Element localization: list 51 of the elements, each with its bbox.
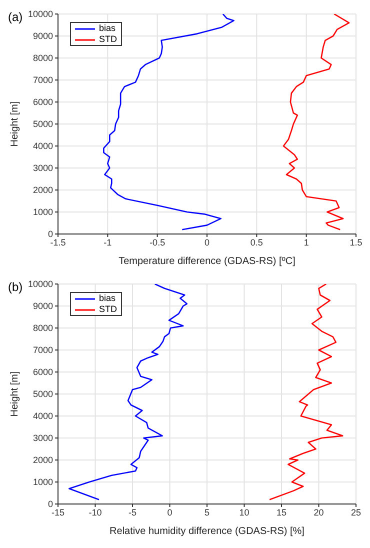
y-tick-label: 7000 bbox=[32, 75, 53, 86]
x-tick-label: -1 bbox=[104, 237, 112, 248]
x-tick-label: -10 bbox=[88, 507, 102, 518]
y-tick-label: 9000 bbox=[32, 31, 53, 42]
legend-label: bias bbox=[99, 293, 116, 304]
y-tick-label: 5000 bbox=[32, 119, 53, 130]
y-tick-label: 8000 bbox=[32, 53, 53, 64]
x-tick-label: 15 bbox=[276, 507, 287, 518]
x-tick-label: -15 bbox=[51, 507, 65, 518]
x-tick-label: 25 bbox=[350, 507, 362, 518]
x-tick-label: 0.5 bbox=[250, 237, 263, 248]
x-tick-label: -0.5 bbox=[150, 237, 166, 248]
y-tick-label: 8000 bbox=[32, 323, 53, 334]
x-axis-title: Temperature difference (GDAS-RS) [ºC] bbox=[118, 256, 296, 267]
y-tick-label: 2000 bbox=[32, 455, 53, 466]
x-tick-label: 10 bbox=[239, 507, 250, 518]
x-tick-label: 5 bbox=[204, 507, 210, 518]
y-tick-label: 9000 bbox=[32, 301, 53, 312]
text: (a) bbox=[8, 10, 23, 24]
y-tick-label: 4000 bbox=[32, 411, 53, 422]
x-tick-label: 20 bbox=[314, 507, 324, 518]
line-series bbox=[68, 284, 188, 500]
y-tick-label: 6000 bbox=[32, 367, 53, 378]
x-tick-label: -1.5 bbox=[50, 237, 66, 248]
y-tick-label: 6000 bbox=[32, 97, 53, 108]
line-series bbox=[282, 14, 350, 230]
text: (b) bbox=[8, 280, 23, 294]
y-tick-label: 5000 bbox=[32, 389, 53, 400]
y-tick-label: 3000 bbox=[32, 433, 53, 444]
y-tick-label: 7000 bbox=[32, 345, 53, 356]
y-tick-label: 4000 bbox=[32, 141, 53, 152]
legend-label: STD bbox=[99, 304, 117, 315]
y-tick-label: 3000 bbox=[32, 163, 53, 174]
x-tick-label: -5 bbox=[128, 507, 137, 518]
x-axis-title: Relative humidity difference (GDAS-RS) [%] bbox=[110, 526, 305, 537]
line-series bbox=[268, 284, 344, 500]
y-axis-title: Height [m] bbox=[10, 100, 21, 147]
y-tick-label: 1000 bbox=[32, 477, 53, 488]
x-tick-label: 0 bbox=[167, 507, 172, 518]
y-tick-label: 10000 bbox=[28, 9, 53, 20]
y-tick-label: 2000 bbox=[32, 185, 53, 196]
y-axis-title: Height [m] bbox=[10, 370, 21, 417]
y-tick-label: 1000 bbox=[32, 207, 53, 218]
legend-label: STD bbox=[99, 34, 117, 45]
legend-label: bias bbox=[99, 23, 116, 34]
y-tick-label: 0 bbox=[48, 229, 53, 240]
y-tick-label: 0 bbox=[48, 499, 53, 510]
x-tick-label: 1.5 bbox=[350, 237, 362, 248]
y-tick-label: 10000 bbox=[28, 279, 53, 290]
x-tick-label: 0 bbox=[204, 237, 210, 248]
x-tick-label: 1 bbox=[304, 237, 309, 248]
